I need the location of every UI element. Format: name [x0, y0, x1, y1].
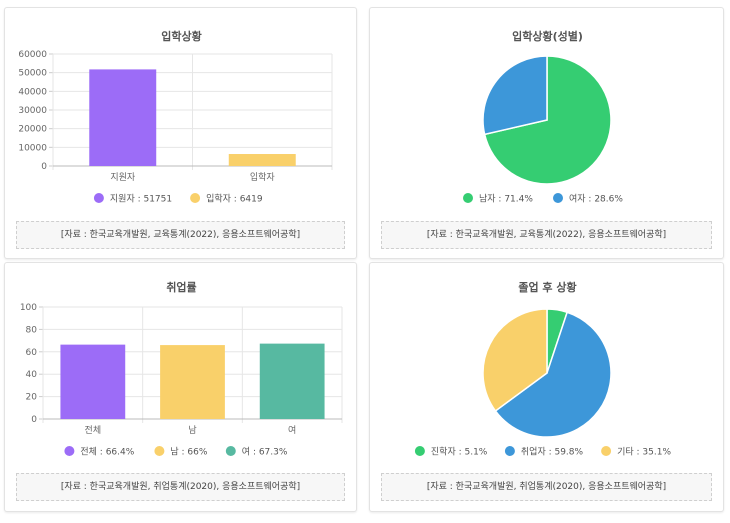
y-tick-employment-2: 40 [26, 370, 38, 380]
y-tick-employment-1: 20 [26, 393, 38, 403]
legend-label-after-graduation-1: 취업자 : 59.8% [521, 447, 584, 458]
x-tick-admission-0: 지원자 [110, 172, 136, 183]
bar-admission-0 [89, 69, 157, 166]
pie-slice-after-graduation-1 [494, 311, 612, 438]
y-tick-admission-1: 10000 [18, 143, 47, 153]
legend-label-employment-1: 남 : 66% [170, 447, 207, 458]
legend-marker-admission-gender-0 [463, 193, 473, 203]
y-tick-admission-6: 60000 [18, 50, 47, 60]
y-tick-employment-4: 80 [26, 325, 38, 335]
legend-label-employment-0: 전체 : 66.4% [80, 447, 134, 458]
legend-label-admission-gender-1: 여자 : 28.6% [569, 193, 623, 205]
legend-marker-admission-1 [190, 193, 201, 203]
source-note-admission: [자료 : 한국교육개발원, 교육통계(2022), 응용소프트웨어공학] [16, 221, 345, 249]
legend-label-after-graduation-0: 진학자 : 5.1% [431, 447, 488, 458]
x-tick-employment-1: 남 [188, 425, 196, 436]
chart-title-admission: 입학상황 [161, 29, 201, 43]
legend-marker-after-graduation-0 [414, 446, 425, 456]
legend-marker-admission-0 [93, 193, 104, 203]
y-tick-admission-2: 20000 [18, 125, 47, 135]
source-note-admission-gender: [자료 : 한국교육개발원, 교육통계(2022), 응용소프트웨어공학] [381, 221, 712, 249]
legend-marker-after-graduation-1 [504, 446, 515, 456]
y-tick-employment-0: 0 [31, 415, 37, 425]
legend-marker-employment-0 [64, 446, 75, 456]
bar-admission-1 [228, 154, 296, 166]
y-tick-admission-3: 30000 [18, 106, 47, 116]
chart-card-admission: 입학상황 0 10000 20000 30000 40000 50000 60000 지원자 입학… [4, 7, 357, 259]
source-note-employment: [자료 : 한국교육개발원, 취업통계(2020), 응용소프트웨어공학] [16, 473, 345, 501]
y-tick-admission-4: 40000 [18, 87, 47, 97]
pie-slice-after-graduation-2 [482, 308, 548, 412]
legend-marker-employment-2 [225, 446, 236, 456]
x-tick-employment-2: 여 [288, 424, 296, 436]
pie-slice-admission-gender-1 [482, 55, 548, 136]
y-tick-employment-5: 100 [20, 303, 37, 313]
bar-employment-1 [160, 345, 225, 419]
chart-employment: 취업률 0 20 40 60 80 100 전체 남 여전체 : 66.4% 남 : 66% 여 : … [20, 280, 343, 458]
legend-label-admission-gender-0: 남자 : 71.4% [479, 194, 533, 205]
x-tick-employment-0: 전체 [85, 425, 102, 436]
legend-label-after-graduation-2: 기타 : 35.1% [617, 447, 671, 458]
chart-admission-gender: 입학상황(성별) 남자 : 71.4% 여자 : 28.6% [463, 29, 623, 205]
chart-title-after-graduation: 졸업 후 상황 [518, 280, 576, 294]
y-tick-admission-5: 50000 [18, 69, 47, 79]
x-tick-admission-1: 입학자 [250, 171, 276, 183]
legend-label-admission-0: 지원자 : 51751 [110, 194, 172, 205]
chart-title-employment: 취업률 [166, 280, 196, 294]
legend-marker-after-graduation-2 [601, 446, 612, 456]
legend-label-admission-1: 입학자 : 6419 [206, 193, 263, 205]
bar-employment-2 [259, 343, 325, 419]
legend-label-employment-2: 여 : 67.3% [242, 446, 288, 458]
chart-title-admission-gender: 입학상황(성별) [512, 29, 583, 43]
chart-card-admission-gender: 입학상황(성별) 남자 : 71.4% 여자 : 28.6% [자료 : 한국교육개… [369, 7, 724, 259]
y-tick-employment-3: 60 [26, 348, 38, 358]
bar-employment-0 [60, 344, 126, 419]
legend-marker-employment-1 [154, 446, 165, 456]
legend-marker-admission-gender-1 [553, 193, 563, 203]
y-tick-admission-0: 0 [41, 162, 47, 172]
source-note-after-graduation: [자료 : 한국교육개발원, 취업통계(2020), 응용소프트웨어공학] [381, 473, 712, 501]
pie-slice-admission-gender-0 [483, 55, 612, 185]
